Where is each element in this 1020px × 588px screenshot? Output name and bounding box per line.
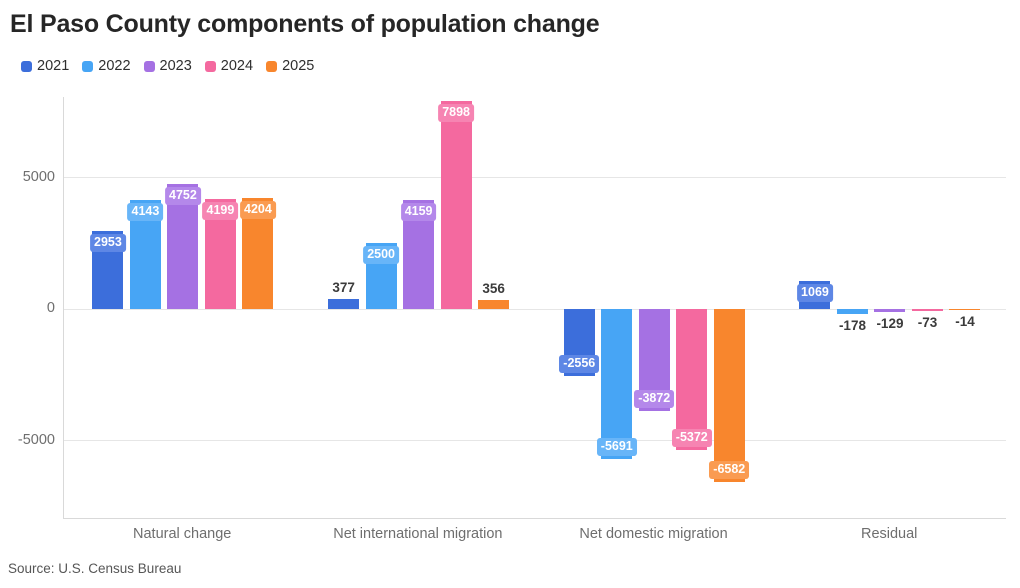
bar-2021-category-2 [328, 299, 360, 309]
bar-value-label: 4143 [127, 203, 164, 221]
legend: 2021 2022 2023 2024 2025 [21, 58, 314, 74]
legend-item-2023: 2023 [143, 58, 192, 74]
bar-value-label: 2500 [363, 246, 400, 264]
gridline [64, 177, 1006, 178]
bar-2025-category-2 [478, 300, 510, 309]
bar-value-label: 377 [332, 280, 355, 295]
plot-area: 2953 4143 4752 4199 4204 377 2500 4159 7898 356 -2… [63, 97, 1006, 519]
bar-2025-category-3: -6582 [709, 309, 750, 482]
legend-swatch [143, 60, 155, 72]
bar-value-label: 2953 [90, 234, 126, 252]
y-axis-tick-label: 0 [46, 300, 55, 316]
source-note: Source: U.S. Census Bureau [8, 561, 182, 576]
bar-value-label: -5372 [671, 429, 712, 447]
bar-value-label: -2556 [559, 355, 600, 373]
legend-label: 2023 [159, 58, 192, 74]
bar-2022-category-1: 4143 [127, 200, 164, 309]
bar-2025-category-1: 4204 [240, 198, 276, 309]
legend-label: 2022 [98, 58, 131, 74]
legend-item-2021: 2021 [21, 58, 69, 74]
bar-2023-category-4 [874, 309, 906, 312]
bar-value-label: 7898 [438, 104, 475, 122]
legend-swatch [204, 60, 216, 72]
gridline [64, 440, 1006, 441]
bar-value-label: -178 [838, 318, 866, 333]
bar-2024-category-3: -5372 [671, 309, 712, 450]
bar-2025-category-4 [949, 309, 981, 310]
bar-2022-category-3: -5691 [596, 309, 637, 459]
category-label: Natural change [133, 526, 232, 542]
bar-value-label: 4752 [165, 187, 201, 205]
bar-2024-category-2: 7898 [438, 101, 475, 309]
bar-value-label: 4159 [400, 203, 437, 221]
bar-value-label: 1069 [797, 284, 833, 302]
legend-item-2024: 2024 [204, 58, 254, 74]
y-axis-tick-label: -5000 [17, 431, 55, 448]
bar-2021-category-3: -2556 [559, 309, 600, 376]
bar-value-label: -6582 [709, 461, 750, 479]
legend-item-2025: 2025 [266, 58, 314, 74]
bar-value-label: -3872 [634, 390, 675, 408]
bar-2024-category-1: 4199 [202, 199, 239, 309]
bar-value-label: -129 [876, 316, 904, 331]
bar-value-label: 4199 [202, 202, 239, 220]
legend-label: 2025 [282, 58, 315, 74]
bar-2022-category-4 [836, 309, 868, 314]
bar-value-label: -73 [917, 315, 938, 330]
bar-2023-category-1: 4752 [165, 184, 201, 309]
bar-2023-category-3: -3872 [634, 309, 675, 411]
legend-label: 2021 [37, 58, 70, 74]
bar-2023-category-2: 4159 [400, 200, 437, 309]
legend-item-2022: 2022 [82, 58, 131, 74]
legend-label: 2024 [220, 58, 254, 74]
y-axis-tick-label: 5000 [22, 168, 55, 185]
bar-2021-category-1: 2953 [90, 231, 126, 309]
category-label: Residual [860, 526, 918, 542]
legend-swatch [82, 60, 94, 72]
bar-2021-category-4: 1069 [797, 281, 833, 309]
bar-value-label: -14 [955, 314, 975, 329]
legend-swatch [21, 60, 32, 72]
chart-title: El Paso County components of population … [10, 10, 600, 38]
bar-2024-category-4 [911, 309, 943, 311]
legend-swatch [266, 60, 278, 72]
category-label: Net domestic migration [579, 526, 728, 542]
bar-value-label: 4204 [240, 201, 276, 219]
bar-2022-category-2: 2500 [363, 243, 400, 309]
gridline [64, 308, 1006, 310]
bar-value-label: -5691 [596, 438, 637, 456]
category-label: Net international migration [333, 526, 503, 542]
bar-value-label: 356 [482, 281, 505, 296]
